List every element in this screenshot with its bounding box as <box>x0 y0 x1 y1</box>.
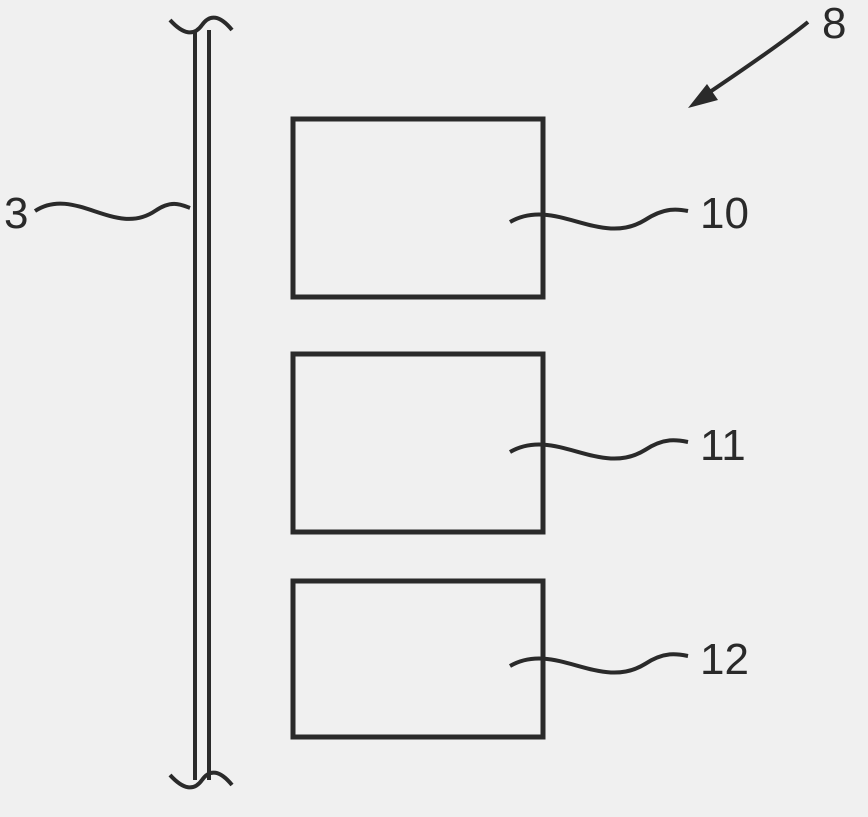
label-3: 3 <box>4 189 28 238</box>
leader-3 <box>35 204 190 219</box>
label-12: 12 <box>700 635 749 684</box>
label-8: 8 <box>822 0 846 48</box>
diagram-container: 8 3 10 11 12 <box>0 0 868 817</box>
leader-12 <box>510 654 688 672</box>
leader-11 <box>510 440 688 458</box>
box-12 <box>293 581 543 737</box>
box-10 <box>293 119 543 297</box>
label-10: 10 <box>700 189 749 238</box>
vertical-bar <box>170 18 232 788</box>
leader-10 <box>510 210 688 229</box>
box-11 <box>293 354 543 532</box>
label-11: 11 <box>700 421 746 470</box>
leader-8 <box>688 22 808 108</box>
schematic-svg: 8 3 10 11 12 <box>0 0 868 817</box>
